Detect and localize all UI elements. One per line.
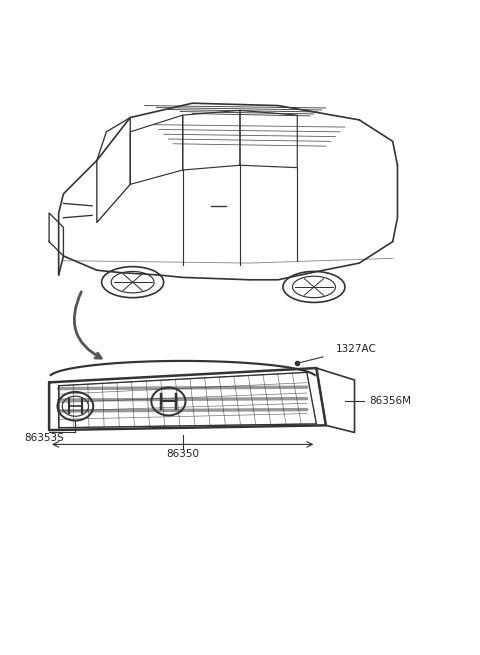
Text: 86353S: 86353S bbox=[24, 433, 64, 443]
Text: 1327AC: 1327AC bbox=[336, 345, 376, 354]
Text: 86350: 86350 bbox=[166, 449, 199, 459]
Text: 86356M: 86356M bbox=[369, 396, 411, 406]
